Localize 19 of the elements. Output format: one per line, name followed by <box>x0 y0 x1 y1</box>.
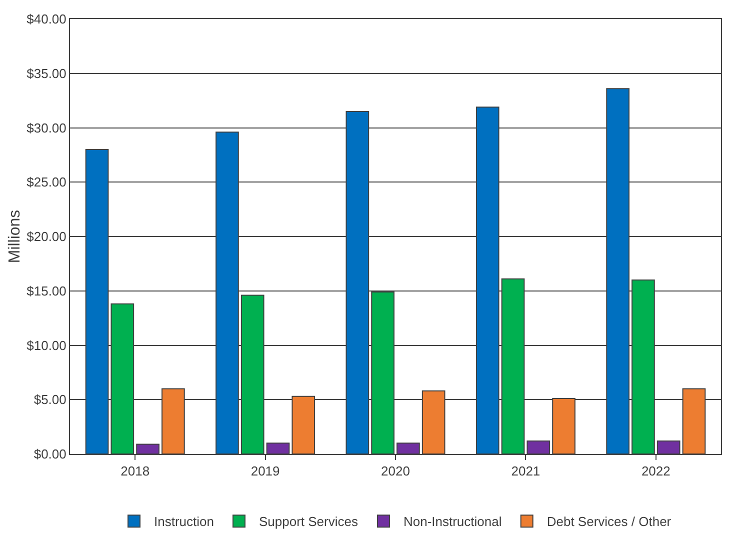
legend-label: Debt Services / Other <box>546 514 672 530</box>
legend-label: Support Services <box>258 514 358 530</box>
x-tick-label: 2021 <box>511 464 540 479</box>
y-tick-label: $35.00 <box>26 66 66 81</box>
x-tick-label: 2019 <box>250 464 280 479</box>
y-axis-title: Millions <box>6 210 24 264</box>
y-tick-label: $30.00 <box>26 120 66 136</box>
legend-label: Instruction <box>154 514 214 530</box>
x-tick-label: 2022 <box>641 464 670 479</box>
x-tick-label: 2018 <box>120 464 150 479</box>
y-tick-label: $15.00 <box>26 283 66 298</box>
y-tick-label: $40.00 <box>26 12 66 27</box>
y-tick-label: $0.00 <box>34 446 66 462</box>
y-tick-label: $20.00 <box>26 229 66 244</box>
x-tick-label: 2020 <box>381 464 410 479</box>
legend-label: Non-Instructional <box>403 514 502 530</box>
y-tick-label: $5.00 <box>34 392 66 408</box>
y-tick-label: $10.00 <box>26 338 66 353</box>
y-tick-label: $25.00 <box>26 174 66 190</box>
